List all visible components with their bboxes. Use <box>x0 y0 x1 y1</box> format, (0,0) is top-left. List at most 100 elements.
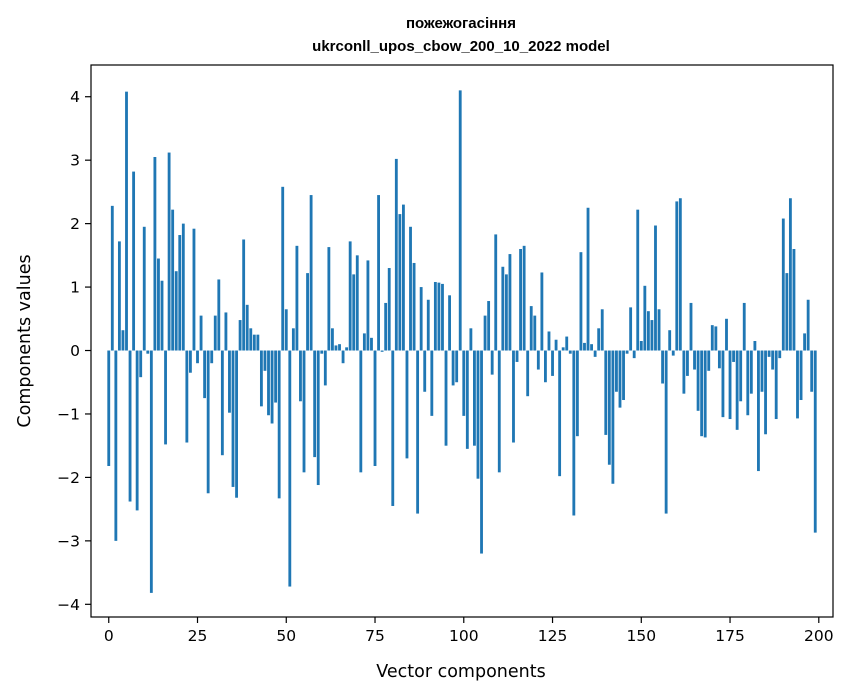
bar-173 <box>721 350 725 418</box>
bar-70 <box>355 255 359 351</box>
bar-198 <box>810 350 814 392</box>
bar-148 <box>632 350 636 359</box>
bar-106 <box>483 315 487 351</box>
bar-94 <box>441 283 444 351</box>
bar-116 <box>519 249 522 351</box>
bar-10 <box>142 226 146 351</box>
bar-138 <box>597 328 601 351</box>
bar-31 <box>217 279 221 351</box>
x-tick-label: 175 <box>715 627 745 645</box>
bar-5 <box>125 91 128 351</box>
bar-99 <box>458 90 462 351</box>
bar-172 <box>717 350 721 369</box>
bar-88 <box>419 287 423 351</box>
bar-71 <box>359 350 363 473</box>
bar-98 <box>455 350 459 383</box>
bar-67 <box>345 347 349 351</box>
x-tick-label: 0 <box>104 627 114 645</box>
bar-192 <box>788 198 792 351</box>
bar-48 <box>277 350 281 499</box>
bar-177 <box>735 350 739 430</box>
bar-39 <box>245 304 249 351</box>
bar-96 <box>448 295 451 351</box>
bar-9 <box>139 350 143 378</box>
y-tick-label: 2 <box>70 215 80 233</box>
bar-7 <box>132 171 136 351</box>
bar-145 <box>622 350 625 401</box>
bar-170 <box>710 325 714 351</box>
bar-185 <box>764 350 767 435</box>
bar-3 <box>117 241 121 351</box>
bar-141 <box>607 350 611 465</box>
bar-199 <box>813 350 817 533</box>
bar-17 <box>167 152 171 351</box>
bar-127 <box>558 350 562 477</box>
y-tick-label: 0 <box>70 342 80 360</box>
bar-152 <box>646 311 650 351</box>
bar-147 <box>629 307 633 351</box>
bar-159 <box>671 350 675 356</box>
bar-137 <box>593 350 597 357</box>
bar-154 <box>654 225 657 351</box>
bar-153 <box>650 320 654 351</box>
bar-35 <box>231 350 235 487</box>
bar-187 <box>771 350 775 370</box>
bar-113 <box>508 254 512 351</box>
bar-190 <box>781 218 785 351</box>
x-tick-label: 50 <box>276 627 296 645</box>
bar-62 <box>327 247 331 351</box>
bar-82 <box>398 214 402 351</box>
bar-117 <box>522 245 526 351</box>
bar-167 <box>700 350 704 437</box>
bar-161 <box>678 198 682 351</box>
bar-93 <box>437 282 441 351</box>
bar-53 <box>295 245 299 351</box>
bar-73 <box>366 260 370 351</box>
bar-133 <box>579 252 583 351</box>
bar-24 <box>192 228 196 351</box>
x-axis-label: Vector components <box>376 662 545 682</box>
bar-51 <box>288 350 292 587</box>
bar-149 <box>636 209 640 351</box>
bar-1 <box>110 205 114 351</box>
bar-16 <box>164 350 167 445</box>
bar-57 <box>309 195 313 351</box>
bar-series <box>107 90 817 593</box>
bar-28 <box>206 350 210 494</box>
bar-89 <box>423 350 427 392</box>
bar-36 <box>235 350 238 498</box>
bar-109 <box>494 234 498 351</box>
bar-18 <box>171 209 175 351</box>
bar-120 <box>533 315 537 351</box>
bar-6 <box>128 350 132 502</box>
bar-178 <box>739 350 743 402</box>
bar-168 <box>703 350 707 438</box>
bar-15 <box>160 280 164 351</box>
bar-102 <box>469 328 473 351</box>
bar-78 <box>384 302 388 351</box>
bar-119 <box>529 306 533 351</box>
bar-146 <box>625 350 629 354</box>
bar-129 <box>565 336 569 351</box>
bar-166 <box>696 350 700 411</box>
bar-43 <box>259 350 263 407</box>
bar-85 <box>409 226 412 351</box>
x-tick-label: 25 <box>188 627 208 645</box>
bar-104 <box>476 350 480 479</box>
bar-4 <box>121 330 125 351</box>
bar-30 <box>213 315 217 351</box>
bar-131 <box>572 350 576 516</box>
y-tick-label: −3 <box>57 532 80 550</box>
bar-38 <box>242 239 246 351</box>
bar-69 <box>352 274 356 351</box>
bar-134 <box>583 342 586 351</box>
bar-66 <box>341 350 345 364</box>
bar-165 <box>693 350 696 370</box>
bar-124 <box>547 331 551 351</box>
bar-59 <box>316 350 320 486</box>
bar-126 <box>554 339 558 351</box>
y-tick-label: 4 <box>70 88 80 106</box>
bar-164 <box>689 302 693 351</box>
bar-118 <box>526 350 530 397</box>
